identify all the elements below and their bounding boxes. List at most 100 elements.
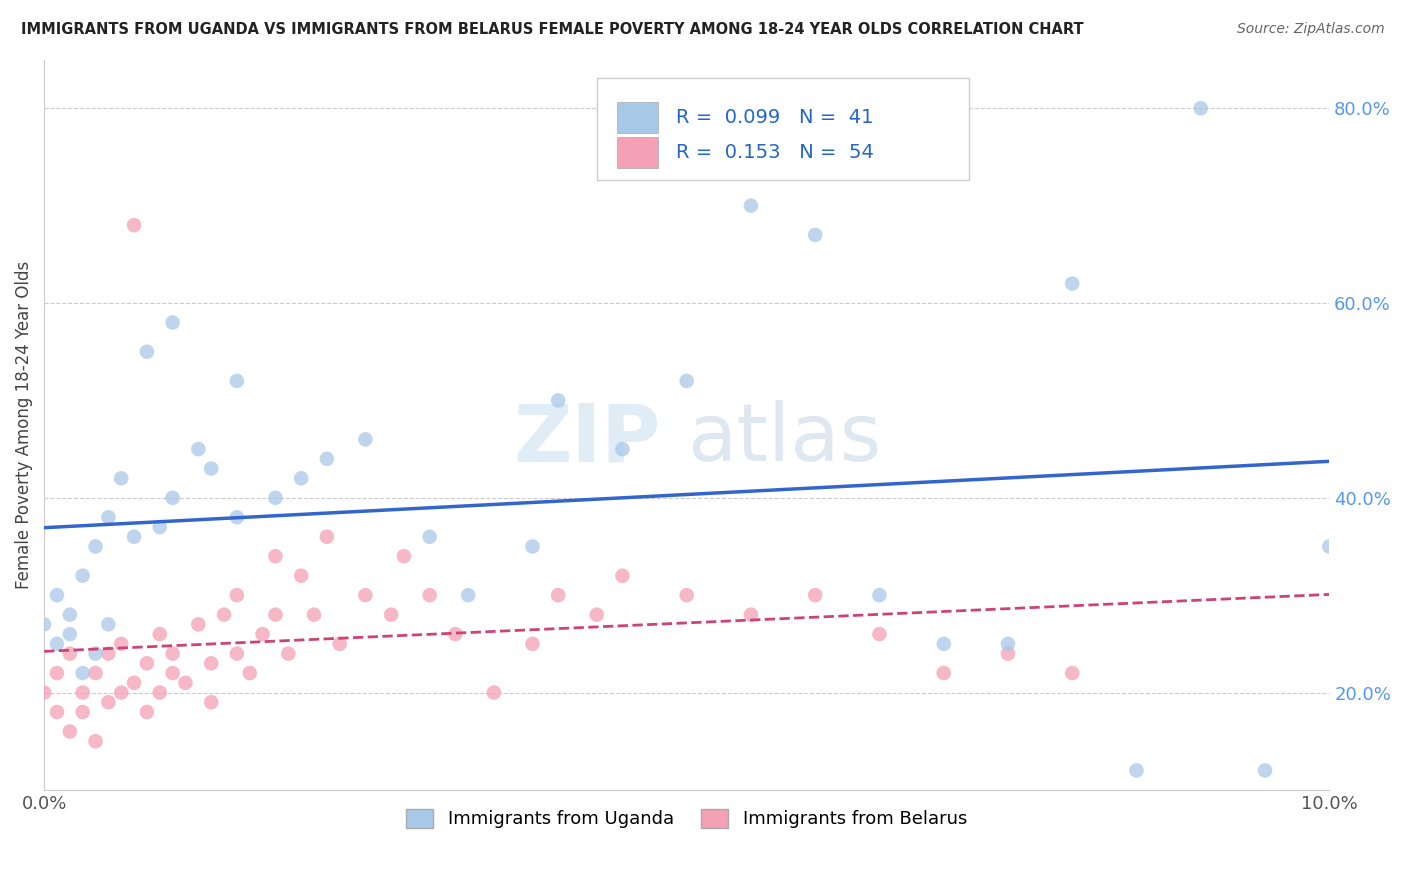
Point	[419, 588, 441, 602]
Point	[84, 666, 107, 681]
Point	[212, 607, 235, 622]
Point	[225, 510, 247, 524]
Point	[804, 227, 827, 242]
Point	[932, 666, 955, 681]
Point	[740, 199, 762, 213]
Point	[315, 451, 337, 466]
Point	[315, 530, 337, 544]
Point	[32, 617, 55, 632]
Point	[277, 647, 299, 661]
Point	[354, 588, 377, 602]
Point	[97, 647, 120, 661]
Point	[997, 637, 1019, 651]
Point	[46, 666, 69, 681]
Point	[200, 695, 222, 709]
Point	[110, 685, 132, 699]
Point	[1189, 101, 1212, 115]
Point	[72, 666, 94, 681]
Text: IMMIGRANTS FROM UGANDA VS IMMIGRANTS FROM BELARUS FEMALE POVERTY AMONG 18-24 YEA: IMMIGRANTS FROM UGANDA VS IMMIGRANTS FRO…	[21, 22, 1084, 37]
Point	[1317, 540, 1340, 554]
Point	[110, 471, 132, 485]
Legend: Immigrants from Uganda, Immigrants from Belarus: Immigrants from Uganda, Immigrants from …	[399, 802, 974, 836]
Point	[122, 675, 145, 690]
Point	[444, 627, 467, 641]
Point	[675, 588, 697, 602]
Point	[457, 588, 479, 602]
Point	[1062, 277, 1084, 291]
FancyBboxPatch shape	[617, 103, 658, 133]
Text: R =  0.153   N =  54: R = 0.153 N = 54	[676, 144, 875, 162]
Point	[149, 520, 172, 534]
Point	[135, 344, 157, 359]
Point	[264, 549, 287, 564]
Point	[354, 433, 377, 447]
Point	[97, 510, 120, 524]
Point	[135, 705, 157, 719]
Point	[612, 568, 634, 582]
Text: ZIP: ZIP	[513, 401, 661, 478]
Point	[869, 588, 891, 602]
FancyBboxPatch shape	[617, 137, 658, 168]
Point	[32, 685, 55, 699]
Point	[585, 607, 607, 622]
Point	[1125, 764, 1147, 778]
Point	[110, 637, 132, 651]
Point	[200, 461, 222, 475]
Point	[225, 374, 247, 388]
Point	[329, 637, 352, 651]
Point	[1062, 666, 1084, 681]
Point	[264, 491, 287, 505]
Point	[84, 540, 107, 554]
Y-axis label: Female Poverty Among 18-24 Year Olds: Female Poverty Among 18-24 Year Olds	[15, 260, 32, 589]
Point	[419, 530, 441, 544]
Point	[1254, 764, 1277, 778]
Point	[46, 705, 69, 719]
Point	[612, 442, 634, 456]
Point	[869, 627, 891, 641]
Point	[72, 685, 94, 699]
Point	[187, 442, 209, 456]
Point	[162, 647, 184, 661]
Point	[522, 637, 544, 651]
Point	[135, 657, 157, 671]
Point	[46, 588, 69, 602]
Point	[932, 637, 955, 651]
Point	[59, 724, 82, 739]
Point	[225, 588, 247, 602]
Point	[97, 695, 120, 709]
Point	[200, 657, 222, 671]
Point	[547, 588, 569, 602]
Point	[675, 374, 697, 388]
Point	[252, 627, 274, 641]
Point	[149, 685, 172, 699]
Text: R =  0.099   N =  41: R = 0.099 N = 41	[676, 108, 875, 127]
Point	[162, 316, 184, 330]
Point	[122, 218, 145, 232]
Point	[482, 685, 505, 699]
Point	[740, 607, 762, 622]
Point	[392, 549, 415, 564]
Point	[97, 617, 120, 632]
Point	[290, 568, 312, 582]
Point	[804, 588, 827, 602]
Point	[162, 666, 184, 681]
Point	[162, 491, 184, 505]
Text: atlas: atlas	[686, 401, 882, 478]
Point	[72, 705, 94, 719]
Point	[264, 607, 287, 622]
Point	[46, 637, 69, 651]
Text: Source: ZipAtlas.com: Source: ZipAtlas.com	[1237, 22, 1385, 37]
Point	[290, 471, 312, 485]
Point	[302, 607, 325, 622]
Point	[522, 540, 544, 554]
Point	[84, 734, 107, 748]
Point	[59, 627, 82, 641]
Point	[380, 607, 402, 622]
Point	[174, 675, 197, 690]
Point	[72, 568, 94, 582]
Point	[84, 647, 107, 661]
Point	[997, 647, 1019, 661]
Point	[225, 647, 247, 661]
Point	[149, 627, 172, 641]
Point	[239, 666, 262, 681]
